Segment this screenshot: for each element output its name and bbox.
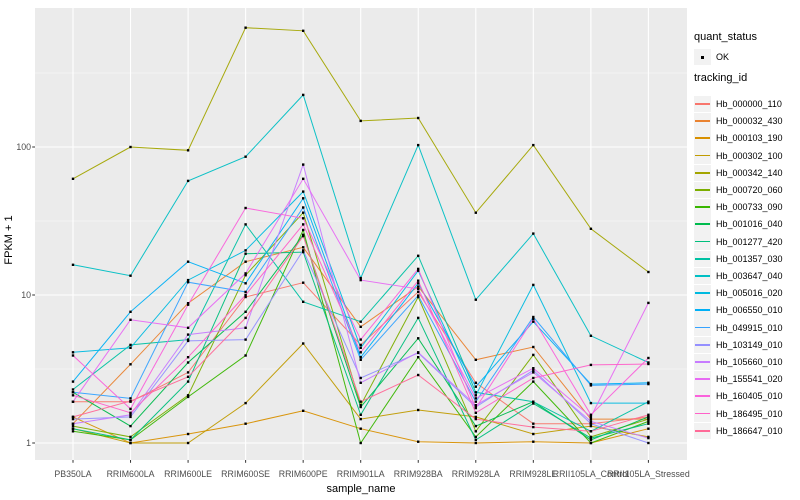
y-tick-label: 10 [21,290,31,300]
legend-key-line-icon [694,216,711,233]
legend-item-label: Hb_105660_010 [716,357,783,368]
legend-item: Hb_001016_040 [694,216,783,233]
legend-key-line-icon [694,130,711,147]
y-axis-title: FPKM + 1 [3,215,15,265]
legend-title-quant-status: quant_status [694,31,757,43]
legend-item-label: Hb_000720_060 [716,185,783,196]
legend-key-line-icon [694,250,711,268]
legend-item: Hb_186495_010 [694,405,783,422]
legend-key-line-icon [694,388,711,405]
x-tick-label: RRIM901LA [336,469,385,479]
x-axis-title: sample_name [326,483,396,495]
legend-key-line-icon [694,302,711,319]
legend-item: Hb_006550_010 [694,302,783,319]
legend-item: Hb_000720_060 [694,181,783,199]
legend-key-line-icon [694,147,711,164]
legend-item: Hb_000733_090 [694,198,783,216]
legend-key-line-icon [694,164,711,182]
legend-key-line-icon [694,267,711,285]
legend-title-tracking-id: tracking_id [694,71,748,84]
legend-item-label: Hb_155541_020 [716,374,783,385]
legend-item: Hb_000103_190 [694,130,783,147]
legend-item-label: Hb_000032_430 [716,116,783,127]
legend-item-label: Hb_186495_010 [716,408,783,419]
legend-key-line-icon [694,284,711,302]
legend-item: Hb_105660_010 [694,353,783,371]
legend-key-line-icon [694,422,711,440]
legend-item-label: Hb_103149_010 [716,339,783,350]
x-tick-label: RRII105LA_Stressed [607,469,690,479]
legend-item: Hb_000000_110 [694,95,782,113]
x-tick-label: PB350LA [54,469,92,479]
legend-item: Hb_001277_420 [694,233,783,250]
legend-item-label: Hb_000733_090 [716,202,783,213]
x-tick-label: RRIM928LE [509,469,558,479]
legend-key-line-icon [694,198,711,216]
legend-item-label: Hb_186647_010 [716,425,783,436]
legend-item: Hb_001357_030 [694,250,783,268]
legend-key-point-icon [694,48,711,66]
legend-item-label: Hb_049915_010 [716,322,783,333]
legend-item-label: Hb_001277_420 [716,236,783,247]
legend-item: Hb_003647_040 [694,267,783,285]
x-tick-label: RRIM928BA [393,469,443,479]
x-tick-label: RRIM600LE [164,469,213,479]
legend-item-ok: OK [694,48,730,66]
legend-item-label: Hb_003647_040 [716,271,783,282]
legend-item-label: Hb_000302_100 [716,150,783,161]
x-tick-label: RRIM600SE [221,469,271,479]
legend-item-label: Hb_000103_190 [716,133,783,144]
legend-item: Hb_000342_140 [694,164,783,182]
legend-item-label: Hb_001016_040 [716,219,783,230]
x-tick-label: RRIM600LA [106,469,155,479]
legend-item-label: Hb_001357_030 [716,253,783,264]
legend-item: Hb_160405_010 [694,388,783,405]
y-tick-label: 100 [16,142,31,152]
x-tick-label: RRIM928LA [451,469,500,479]
legend-item-label: Hb_006550_010 [716,305,783,316]
legend-item: Hb_155541_020 [694,370,783,388]
legend-item: Hb_000302_100 [694,147,783,164]
legend-item-label: Hb_000000_110 [716,99,782,110]
legend-key-line-icon [694,370,711,388]
legend-key-line-icon [694,405,711,422]
y-tick-label: 1 [26,438,31,448]
legend-item: Hb_103149_010 [694,336,783,354]
legend-item-label: OK [716,52,730,63]
legend-key-line-icon [694,319,711,336]
series-points [71,26,650,445]
x-tick-label: RRIM600PE [278,469,328,479]
x-tick-label: RRII105LA_Control [552,469,629,479]
legend-item-label: Hb_160405_010 [716,391,783,402]
legend-key-line-icon [694,353,711,371]
legend-key-line-icon [694,95,711,113]
legend-item: Hb_000032_430 [694,112,783,130]
legend-item: Hb_186647_010 [694,422,783,440]
legend-item-label: Hb_000342_140 [716,167,783,178]
legend-item: Hb_005016_020 [694,284,783,302]
legend-key-line-icon [694,233,711,250]
legend-key-line-icon [694,112,711,130]
legend-key-line-icon [694,336,711,354]
legend-item-label: Hb_005016_020 [716,288,783,299]
legend-item: Hb_049915_010 [694,319,783,336]
legend-key-line-icon [694,181,711,199]
